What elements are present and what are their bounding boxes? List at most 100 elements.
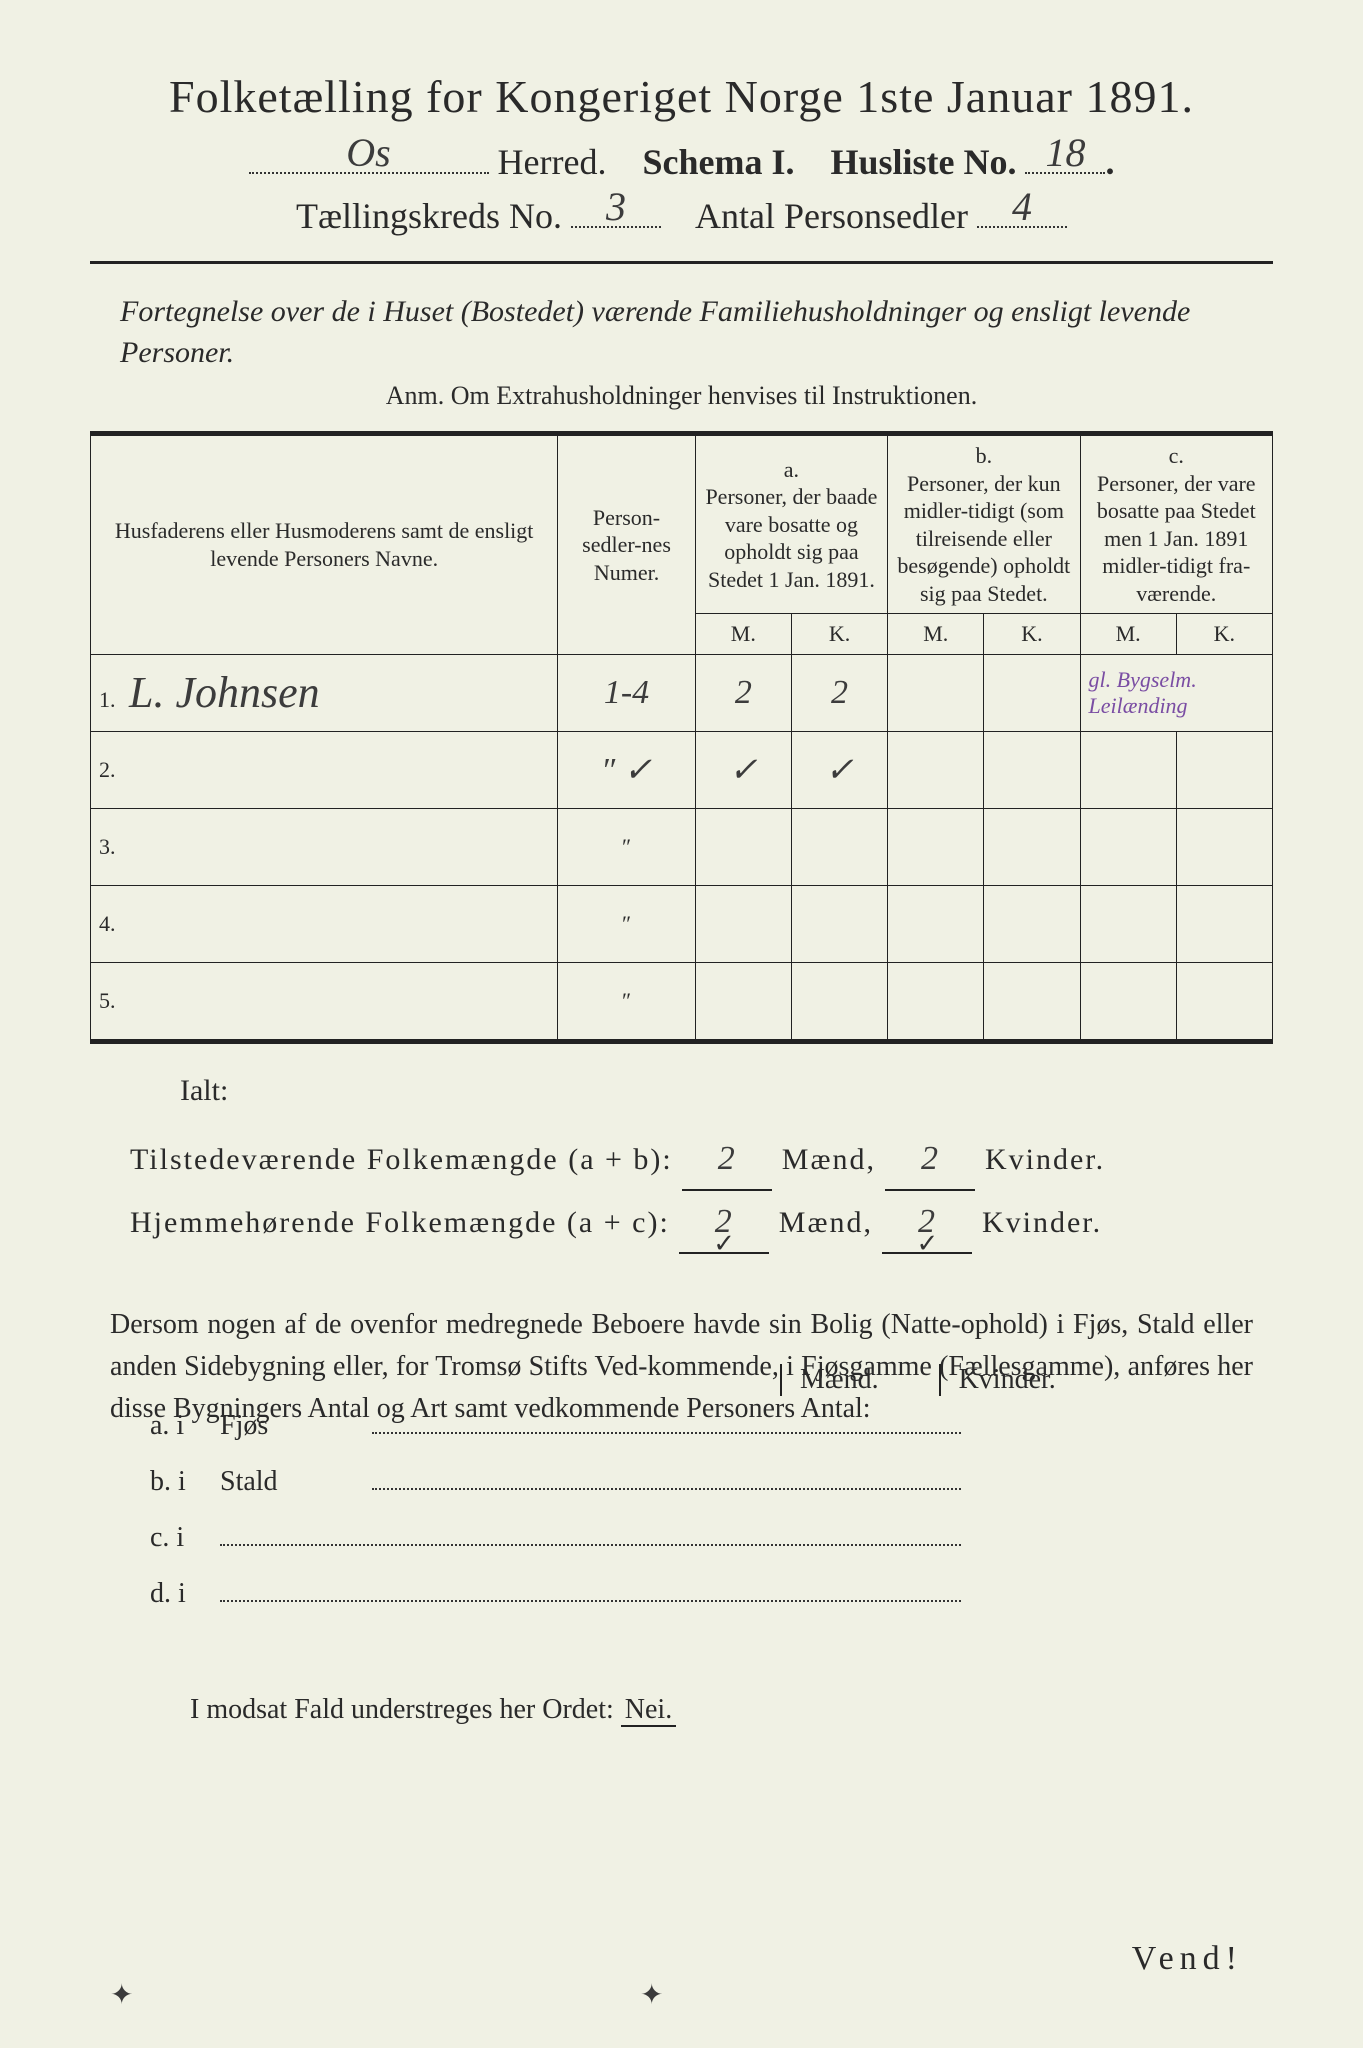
dotted-line xyxy=(372,1412,961,1434)
col-a-k: K. xyxy=(791,614,887,655)
cell-num: ″ xyxy=(622,988,631,1013)
dotted-line xyxy=(372,1468,961,1490)
kvinder-label: Kvinder. xyxy=(985,1143,1105,1176)
dotted-line xyxy=(220,1524,961,1546)
col-c-m: M. xyxy=(1080,614,1176,655)
cell-b-k xyxy=(984,885,1080,962)
totals-ac-label: Hjemmehørende Folkemængde (a + c): xyxy=(130,1206,670,1239)
cell-a-k: 2 xyxy=(831,674,848,711)
totals-ac-k-slot: 2 ✓ xyxy=(882,1191,972,1254)
row-num: 1. xyxy=(99,687,116,712)
cell-c-k xyxy=(1176,962,1272,1041)
sublist-row-d: d. i xyxy=(150,1578,1273,1634)
cell-c-note: gl. Bygselm. Leilænding xyxy=(1080,654,1272,731)
header-line-3: Tællingskreds No. 3 Antal Personsedler 4 xyxy=(90,195,1273,237)
table-body: 1. L. Johnsen 1-4 2 2 gl. Bygselm. Leilæ… xyxy=(91,654,1273,1041)
col-b-m: M. xyxy=(888,614,984,655)
herred-label: Herred. xyxy=(498,142,607,182)
divider xyxy=(90,261,1273,264)
cell-num: 1-4 xyxy=(604,674,649,711)
dwelling-sublist: a. i Fjøs b. i Stald c. i d. i xyxy=(150,1410,1273,1634)
col-c-k: K. xyxy=(1176,614,1272,655)
herred-field: Os xyxy=(249,144,489,174)
modsat-text: I modsat Fald understreges her Ordet: xyxy=(190,1694,614,1725)
cell-a-m: 2 xyxy=(735,674,752,711)
modsat-line: I modsat Fald understreges her Ordet: Ne… xyxy=(190,1694,1273,1726)
sublist-row-c: c. i xyxy=(150,1522,1273,1578)
kreds-value: 3 xyxy=(606,183,626,230)
dot: . xyxy=(1105,142,1114,182)
maend-label: Mænd, xyxy=(782,1143,876,1176)
cell-c-k xyxy=(1176,808,1272,885)
cell-c-k xyxy=(1176,731,1272,808)
vend-label: Vend! xyxy=(1132,1940,1243,1978)
col-a-m: M. xyxy=(695,614,791,655)
cell-b-k xyxy=(984,808,1080,885)
kreds-field: 3 xyxy=(571,198,661,228)
header: Folketælling for Kongeriget Norge 1ste J… xyxy=(90,70,1273,237)
cell-b-m xyxy=(888,962,984,1041)
cell-a-m xyxy=(695,808,791,885)
totals-ab-label: Tilstedeværende Folkemængde (a + b): xyxy=(130,1143,673,1176)
cell-b-m xyxy=(888,808,984,885)
cell-a-k xyxy=(791,885,887,962)
sublist-row-b: b. i Stald xyxy=(150,1466,1273,1522)
cell-b-k xyxy=(984,654,1080,731)
header-line-2: Os Herred. Schema I. Husliste No. 18 . xyxy=(90,141,1273,183)
cell-c-k xyxy=(1176,885,1272,962)
cell-b-k xyxy=(984,962,1080,1041)
row-num: 5. xyxy=(91,962,558,1041)
table-row: 2. ″ ✓ ✓ ✓ xyxy=(91,731,1273,808)
tick-icon: ✓ xyxy=(713,1221,737,1268)
herred-value: Os xyxy=(346,129,390,176)
sub-b: b. i xyxy=(150,1466,220,1498)
row-num: 3. xyxy=(91,808,558,885)
kvinder-col: Kvinder. xyxy=(939,1364,1056,1396)
tick-icon: ✓ xyxy=(916,1221,940,1268)
col-header-name: Husfaderens eller Husmoderens samt de en… xyxy=(91,434,558,655)
col-b-k: K. xyxy=(984,614,1080,655)
household-table: Husfaderens eller Husmoderens samt de en… xyxy=(90,431,1273,1044)
row-label: 1. L. Johnsen xyxy=(91,654,558,731)
husliste-field: 18 xyxy=(1025,144,1105,174)
cell-a-k xyxy=(791,808,887,885)
cell-a-m xyxy=(695,885,791,962)
table-row: 4. ″ xyxy=(91,885,1273,962)
cell-num: ″ ✓ xyxy=(601,752,652,789)
row-num: 4. xyxy=(91,885,558,962)
binding-mark-icon: ✦ xyxy=(110,1978,133,2012)
maend-col: Mænd. xyxy=(780,1364,879,1396)
sub-d: d. i xyxy=(150,1578,220,1610)
totals-ab-m-slot: 2 xyxy=(682,1128,772,1191)
antal-field: 4 xyxy=(977,198,1067,228)
cell-b-m xyxy=(888,654,984,731)
cell-a-k xyxy=(791,962,887,1041)
husliste-label: Husliste No. xyxy=(830,142,1016,182)
schema-label: Schema I. xyxy=(642,142,794,182)
sub-b-type: Stald xyxy=(220,1466,360,1498)
antal-value: 4 xyxy=(1012,183,1032,230)
subheading: Fortegnelse over de i Huset (Bostedet) v… xyxy=(120,292,1243,373)
col-header-b: b. Personer, der kun midler-tidigt (som … xyxy=(888,434,1080,614)
cell-num: ″ xyxy=(622,834,631,859)
antal-label: Antal Personsedler xyxy=(695,196,968,236)
cell-a-m: ✓ xyxy=(729,752,758,789)
totals-ab-k-slot: 2 xyxy=(885,1128,975,1191)
kvinder-label: Kvinder. xyxy=(982,1206,1102,1239)
sub-c: c. i xyxy=(150,1522,220,1554)
cell-c-m xyxy=(1080,731,1176,808)
kreds-label: Tællingskreds No. xyxy=(296,196,562,236)
dotted-line xyxy=(220,1580,961,1602)
cell-c-m xyxy=(1080,885,1176,962)
cell-a-k: ✓ xyxy=(825,752,854,789)
col-header-a: a. Personer, der baade vare bosatte og o… xyxy=(695,434,887,614)
table-row: 1. L. Johnsen 1-4 2 2 gl. Bygselm. Leilæ… xyxy=(91,654,1273,731)
husliste-value: 18 xyxy=(1045,129,1085,176)
sub-a-type: Fjøs xyxy=(220,1410,360,1442)
totals-ac-m-slot: 2 ✓ xyxy=(679,1191,769,1254)
sublist-row-a: a. i Fjøs xyxy=(150,1410,1273,1466)
row-num: 2. xyxy=(91,731,558,808)
nei-word: Nei. xyxy=(621,1694,676,1727)
cell-c-m xyxy=(1080,808,1176,885)
cell-b-m xyxy=(888,731,984,808)
